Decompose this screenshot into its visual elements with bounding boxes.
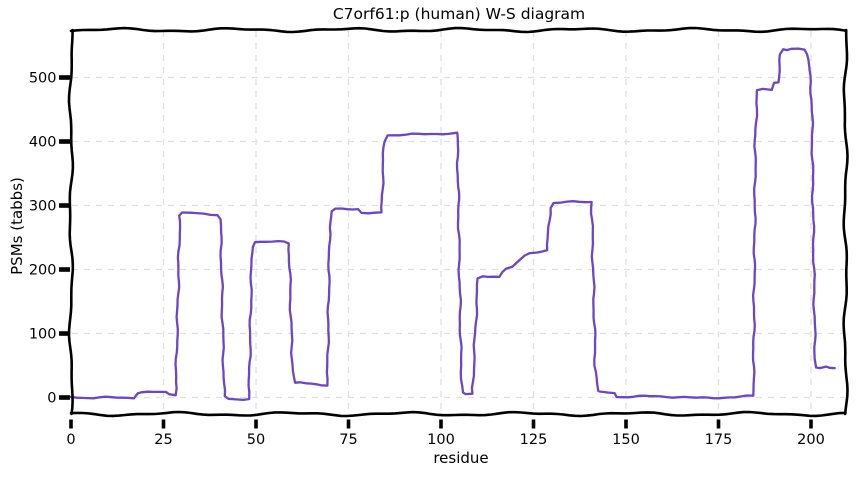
- chart-title: C7orf61:p (human) W-S diagram: [333, 5, 585, 23]
- right-spine: [842, 28, 849, 416]
- x-tick-label: 50: [247, 432, 265, 448]
- axes-frame: [67, 26, 849, 418]
- x-tick-mark: [346, 419, 351, 429]
- y-tick-label: 0: [47, 391, 56, 407]
- x-tick-mark: [809, 419, 813, 429]
- left-spine: [67, 28, 75, 416]
- y-tick-mark: [59, 75, 70, 80]
- y-tick-mark: [59, 331, 70, 336]
- x-axis-label: residue: [433, 449, 488, 467]
- x-tick-label: 100: [427, 432, 455, 448]
- x-tick-mark: [439, 419, 443, 429]
- y-tick-label: 200: [29, 263, 57, 279]
- y-tick-mark: [59, 267, 70, 272]
- y-tick-mark: [59, 203, 70, 208]
- x-tick-mark: [254, 419, 258, 429]
- x-tick-mark: [531, 419, 536, 429]
- x-tick-label: 25: [154, 432, 172, 448]
- y-tick-label: 400: [29, 135, 57, 151]
- y-axis-label: PSMs (tabbs): [8, 177, 26, 275]
- x-tick-mark: [69, 419, 73, 429]
- x-tick-label: 0: [66, 432, 75, 448]
- y-tick-label: 100: [29, 327, 57, 343]
- x-tick-mark: [716, 419, 721, 429]
- y-tick-label: 300: [29, 199, 57, 215]
- y-tick-mark: [59, 395, 70, 400]
- x-tick-label: 75: [339, 432, 357, 448]
- x-tick-mark: [624, 419, 628, 429]
- x-tick-label: 150: [612, 432, 640, 448]
- x-tick-mark: [161, 419, 166, 429]
- x-tick-label: 125: [520, 432, 548, 448]
- psm-series-line: [69, 47, 836, 402]
- axis-ticks: [59, 75, 813, 429]
- tick-labels: 0 25 50 75 100 125 150 175 200 0 100 200 300 400 500: [29, 71, 825, 448]
- x-tick-label: 175: [705, 432, 733, 448]
- y-tick-label: 500: [29, 71, 57, 87]
- x-tick-label: 200: [797, 432, 825, 448]
- y-tick-mark: [59, 139, 70, 144]
- bottom-spine: [69, 410, 847, 418]
- data-series: [69, 47, 836, 402]
- top-spine: [69, 26, 847, 34]
